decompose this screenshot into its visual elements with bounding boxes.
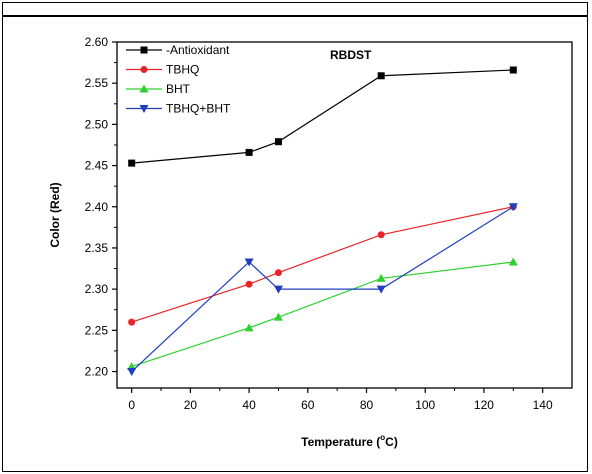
y-tick-label: 2.35 <box>85 241 109 255</box>
data-point <box>377 72 385 80</box>
top-border-strip <box>2 2 588 16</box>
series-3 <box>127 203 518 377</box>
series-line <box>131 206 514 372</box>
data-point <box>244 258 254 267</box>
series-line <box>131 206 514 323</box>
series-line <box>131 261 514 368</box>
y-tick-label: 2.45 <box>85 159 109 173</box>
x-axis-label: Temperature (oC) <box>301 433 398 449</box>
y-tick-label: 2.55 <box>85 76 109 90</box>
data-point <box>274 269 282 277</box>
x-tick-label: 120 <box>474 398 494 412</box>
x-axis-label-superscript: o <box>380 433 385 442</box>
legend-label: -Antioxidant <box>166 43 230 57</box>
data-point <box>273 285 283 294</box>
legend-label: TBHQ <box>166 63 199 77</box>
y-tick-label: 2.20 <box>85 365 109 379</box>
legend-label: TBHQ+BHT <box>166 102 231 116</box>
legend-marker <box>139 84 149 93</box>
data-point <box>376 285 386 294</box>
series-1 <box>128 203 517 326</box>
x-axis: 0 20 40 60 80 100 120 140 <box>128 388 553 412</box>
data-point <box>377 231 385 239</box>
x-tick-label: 0 <box>128 398 135 412</box>
series-layer <box>127 66 518 377</box>
x-tick-label: 40 <box>242 398 256 412</box>
x-axis-label-suffix: C) <box>385 435 398 449</box>
series-0 <box>128 66 517 167</box>
data-point <box>508 203 518 212</box>
x-tick-label: 100 <box>415 398 435 412</box>
legend-marker <box>140 66 148 73</box>
data-point <box>245 148 253 156</box>
x-tick-label: 20 <box>184 398 198 412</box>
y-tick-label: 2.25 <box>85 323 109 337</box>
y-tick-label: 2.40 <box>85 200 109 214</box>
legend-marker <box>139 105 149 113</box>
legend: -Antioxidant TBHQ BHT TBHQ+BHT <box>126 43 231 116</box>
y-tick-label: 2.60 <box>85 35 109 49</box>
x-axis-label-prefix: Temperature ( <box>301 435 380 449</box>
legend-label: BHT <box>166 82 191 96</box>
x-tick-label: 80 <box>360 398 374 412</box>
legend-marker <box>140 46 148 54</box>
y-axis: 2.20 2.25 2.30 2.35 2.40 2.45 2.50 2.55 2.60 <box>85 35 117 379</box>
data-point <box>509 66 517 74</box>
data-point <box>244 323 254 332</box>
y-axis-label: Color (Red) <box>48 182 62 247</box>
plot-area <box>116 41 573 389</box>
y-tick-label: 2.30 <box>85 282 109 296</box>
data-point <box>508 257 518 266</box>
data-point <box>376 273 386 282</box>
x-tick-label: 140 <box>533 398 553 412</box>
data-point <box>127 368 137 377</box>
data-point <box>273 312 283 321</box>
data-point <box>245 280 253 288</box>
chart-panel <box>2 16 588 472</box>
y-tick-label: 2.50 <box>85 117 109 131</box>
x-tick-label: 60 <box>301 398 315 412</box>
series-2 <box>127 257 518 371</box>
data-point <box>128 159 136 167</box>
chart-annotation: RBDST <box>330 48 372 62</box>
data-point <box>274 138 282 146</box>
data-point <box>128 318 136 326</box>
